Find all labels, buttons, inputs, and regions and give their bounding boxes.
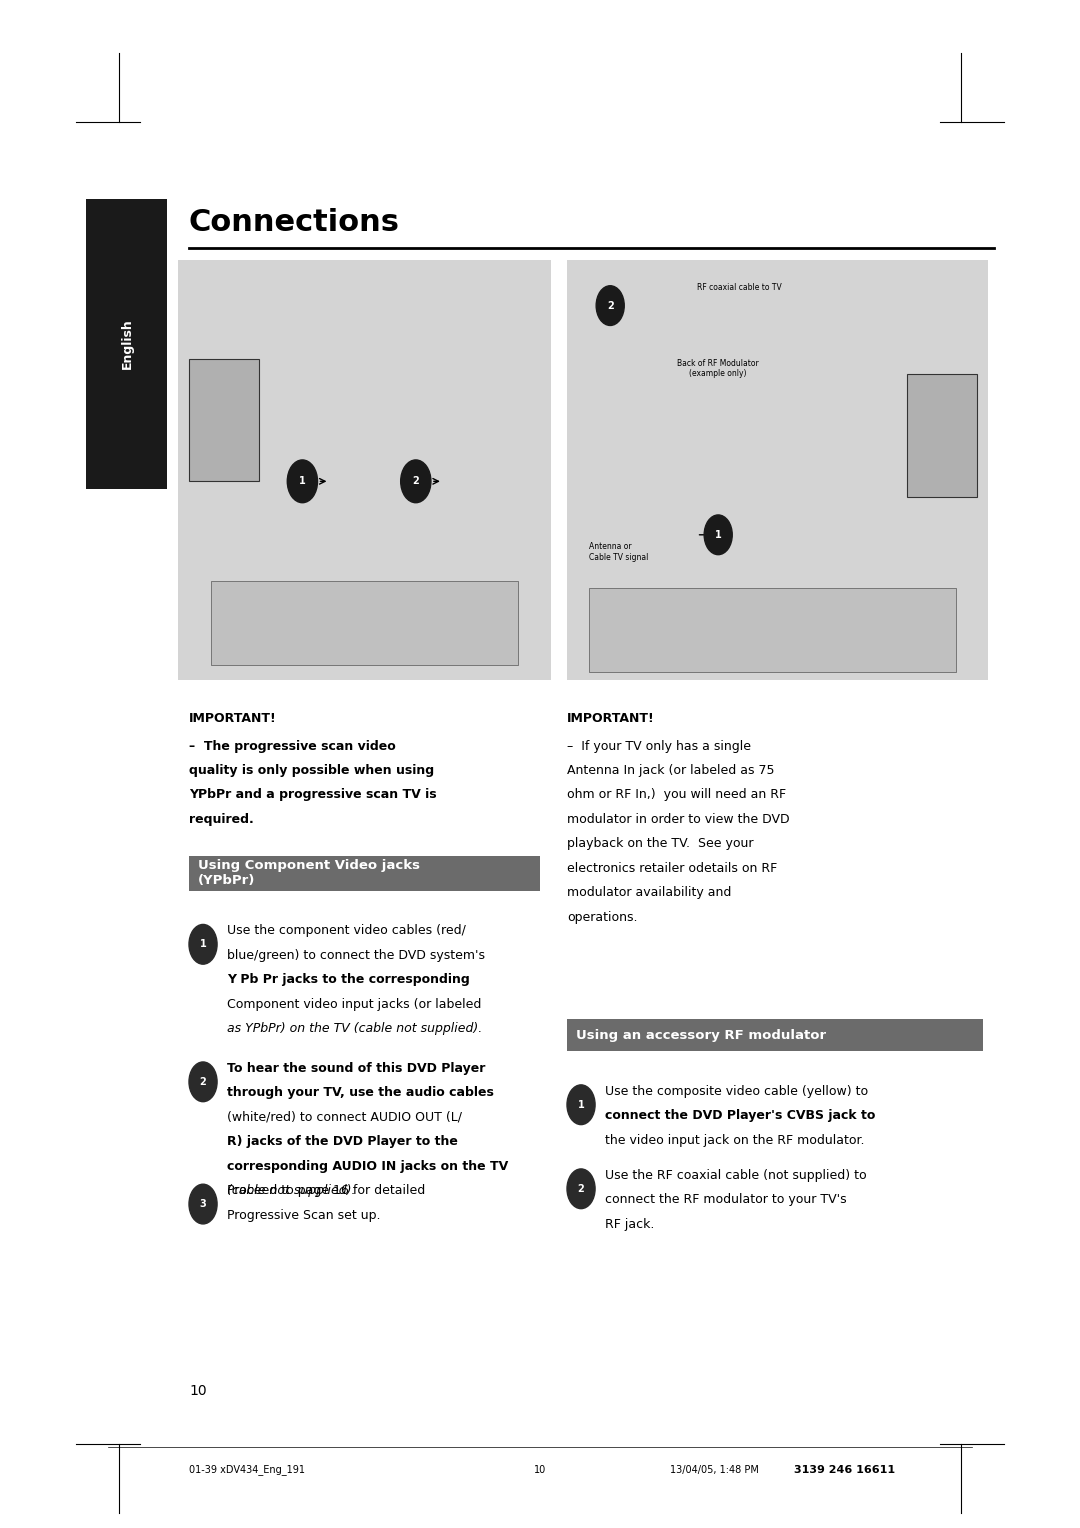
Circle shape — [596, 286, 624, 325]
Circle shape — [189, 1062, 217, 1102]
Text: through your TV, use the audio cables: through your TV, use the audio cables — [227, 1086, 494, 1100]
Text: To hear the sound of this DVD Player: To hear the sound of this DVD Player — [227, 1062, 485, 1076]
Text: as YPbPr) on the TV (cable not supplied).: as YPbPr) on the TV (cable not supplied)… — [227, 1022, 482, 1036]
Text: 10: 10 — [189, 1384, 206, 1398]
Circle shape — [287, 460, 318, 503]
Text: RF coaxial cable to TV: RF coaxial cable to TV — [697, 283, 781, 292]
Text: 2: 2 — [413, 477, 419, 486]
Text: Use the component video cables (red/: Use the component video cables (red/ — [227, 924, 465, 938]
Text: playback on the TV.  See your: playback on the TV. See your — [567, 837, 754, 851]
Text: 3139 246 16611: 3139 246 16611 — [794, 1465, 895, 1475]
Text: blue/green) to connect the DVD system's: blue/green) to connect the DVD system's — [227, 949, 485, 963]
Text: the video input jack on the RF modulator.: the video input jack on the RF modulator… — [605, 1134, 864, 1148]
FancyBboxPatch shape — [178, 260, 551, 680]
Text: ohm or RF In,)  you will need an RF: ohm or RF In,) you will need an RF — [567, 788, 786, 802]
Text: Using an accessory RF modulator: Using an accessory RF modulator — [576, 1028, 826, 1042]
Text: Antenna or
Cable TV signal: Antenna or Cable TV signal — [589, 542, 648, 562]
Text: Use the composite video cable (yellow) to: Use the composite video cable (yellow) t… — [605, 1085, 868, 1099]
Text: 01-39 xDV434_Eng_191: 01-39 xDV434_Eng_191 — [189, 1464, 305, 1476]
Text: 1: 1 — [200, 940, 206, 949]
Text: 1: 1 — [578, 1100, 584, 1109]
Text: required.: required. — [189, 813, 254, 827]
Text: IMPORTANT!: IMPORTANT! — [567, 712, 654, 726]
Text: RF jack.: RF jack. — [605, 1218, 654, 1232]
Text: English: English — [120, 318, 134, 370]
Text: YPbPr and a progressive scan TV is: YPbPr and a progressive scan TV is — [189, 788, 436, 802]
FancyBboxPatch shape — [907, 374, 977, 497]
Text: Back of RF Modulator
(example only): Back of RF Modulator (example only) — [677, 359, 759, 379]
Circle shape — [567, 1169, 595, 1209]
Text: 10: 10 — [534, 1465, 546, 1475]
Text: quality is only possible when using: quality is only possible when using — [189, 764, 434, 778]
Text: modulator availability and: modulator availability and — [567, 886, 731, 900]
FancyBboxPatch shape — [567, 1019, 983, 1051]
Circle shape — [704, 515, 732, 555]
Text: corresponding AUDIO IN jacks on the TV: corresponding AUDIO IN jacks on the TV — [227, 1160, 508, 1174]
Circle shape — [401, 460, 431, 503]
Text: (white/red) to connect AUDIO OUT (L/: (white/red) to connect AUDIO OUT (L/ — [227, 1111, 462, 1125]
Text: Using Component Video jacks
(YPbPr): Using Component Video jacks (YPbPr) — [198, 859, 420, 888]
FancyBboxPatch shape — [189, 856, 540, 891]
Circle shape — [567, 1085, 595, 1125]
Text: 2: 2 — [607, 301, 613, 310]
Text: IMPORTANT!: IMPORTANT! — [189, 712, 276, 726]
Text: –  The progressive scan video: – The progressive scan video — [189, 740, 395, 753]
Text: 3: 3 — [200, 1199, 206, 1209]
Text: Connections: Connections — [189, 208, 400, 237]
Text: Antenna In jack (or labeled as 75: Antenna In jack (or labeled as 75 — [567, 764, 774, 778]
FancyBboxPatch shape — [589, 588, 956, 672]
Text: Component video input jacks (or labeled: Component video input jacks (or labeled — [227, 998, 482, 1012]
Text: connect the RF modulator to your TV's: connect the RF modulator to your TV's — [605, 1193, 847, 1207]
Text: 13/04/05, 1:48 PM: 13/04/05, 1:48 PM — [670, 1465, 758, 1475]
Text: Progressive Scan set up.: Progressive Scan set up. — [227, 1209, 380, 1222]
Text: operations.: operations. — [567, 911, 637, 924]
Text: connect the DVD Player's CVBS jack to: connect the DVD Player's CVBS jack to — [605, 1109, 875, 1123]
Text: electronics retailer odetails on RF: electronics retailer odetails on RF — [567, 862, 778, 876]
Text: modulator in order to view the DVD: modulator in order to view the DVD — [567, 813, 789, 827]
Text: Y Pb Pr jacks to the corresponding: Y Pb Pr jacks to the corresponding — [227, 973, 470, 987]
Text: 2: 2 — [578, 1184, 584, 1193]
FancyBboxPatch shape — [86, 199, 167, 489]
FancyBboxPatch shape — [211, 581, 518, 665]
Circle shape — [189, 924, 217, 964]
FancyBboxPatch shape — [567, 260, 988, 680]
FancyBboxPatch shape — [189, 359, 259, 481]
Text: 2: 2 — [200, 1077, 206, 1086]
Text: 1: 1 — [299, 477, 306, 486]
Text: Use the RF coaxial cable (not supplied) to: Use the RF coaxial cable (not supplied) … — [605, 1169, 866, 1183]
Text: (cable not supplied).: (cable not supplied). — [227, 1184, 355, 1198]
Circle shape — [189, 1184, 217, 1224]
Text: 1: 1 — [715, 530, 721, 539]
Text: R) jacks of the DVD Player to the: R) jacks of the DVD Player to the — [227, 1135, 458, 1149]
Text: Proceed to page 16 for detailed: Proceed to page 16 for detailed — [227, 1184, 426, 1198]
Text: –  If your TV only has a single: – If your TV only has a single — [567, 740, 751, 753]
